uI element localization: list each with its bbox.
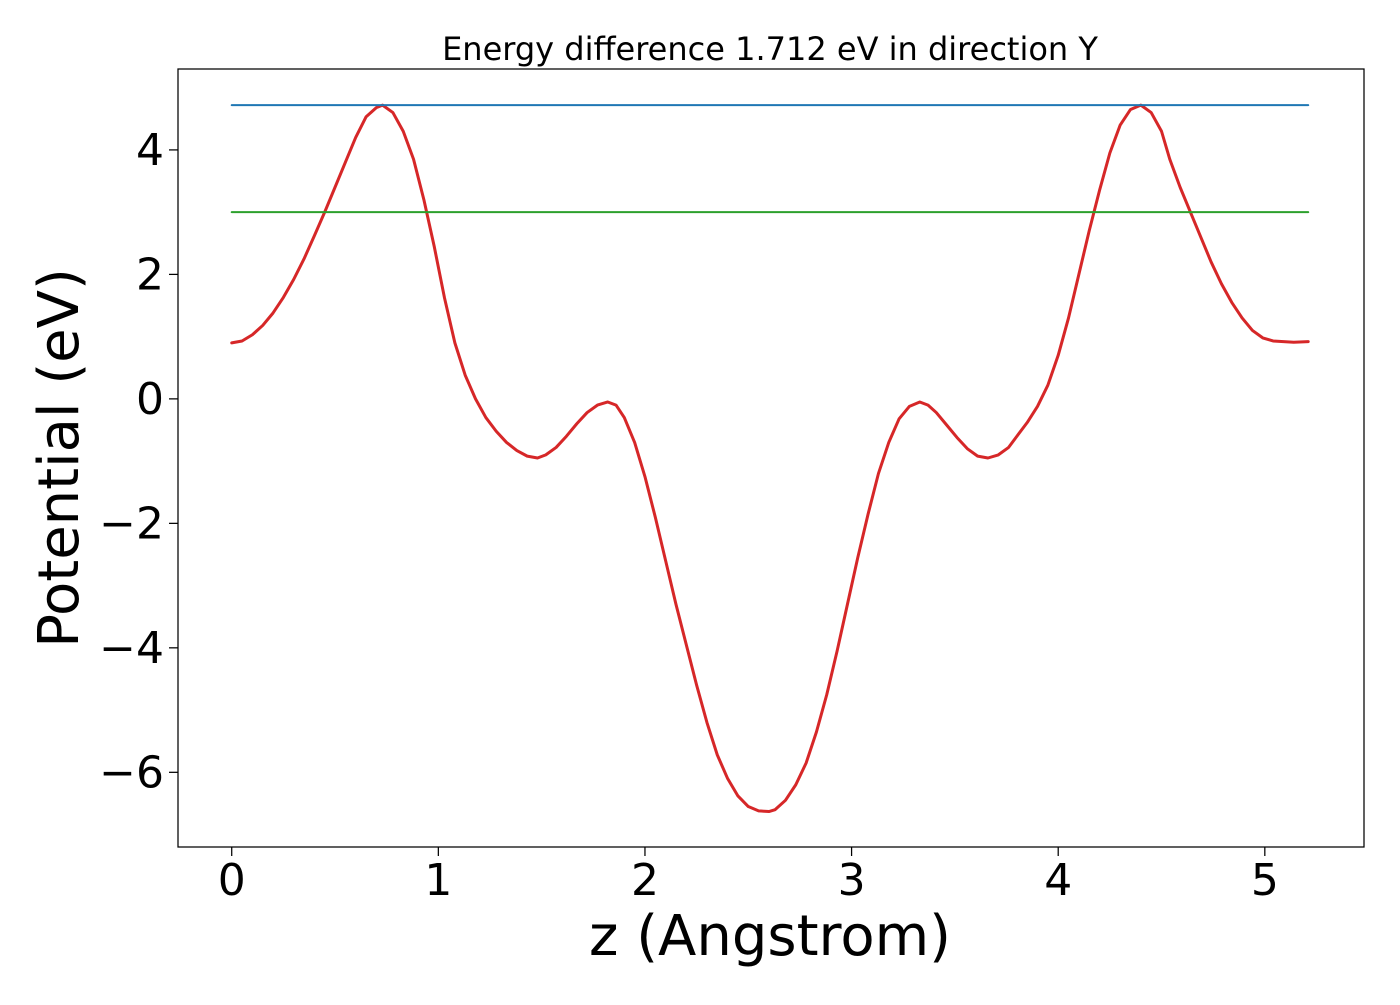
y-tick-label: 0 (136, 374, 164, 425)
y-axis: 4 2 0 −2 −4 −6 (99, 125, 178, 798)
chart-title: Energy difference 1.712 eV in direction … (442, 30, 1098, 68)
x-axis-label: z (Angstrom) (589, 904, 951, 969)
potential-curve (230, 103, 1310, 814)
y-tick-label: −6 (99, 747, 164, 798)
x-tick-label: 5 (1251, 855, 1279, 906)
x-tick-label: 3 (838, 855, 866, 906)
plot-frame (177, 68, 1365, 848)
x-tick-label: 2 (631, 855, 659, 906)
x-tick-label: 1 (424, 855, 452, 906)
series-layer (230, 103, 1310, 814)
x-tick-label: 0 (218, 855, 246, 906)
y-tick-label: 2 (136, 249, 164, 300)
y-tick-label: 4 (136, 125, 164, 176)
y-tick-label: −4 (99, 623, 164, 674)
x-axis: 0 1 2 3 4 5 (218, 847, 1279, 906)
x-tick-label: 4 (1044, 855, 1072, 906)
y-tick-label: −2 (99, 498, 164, 549)
y-axis-label: Potential (eV) (27, 268, 92, 648)
